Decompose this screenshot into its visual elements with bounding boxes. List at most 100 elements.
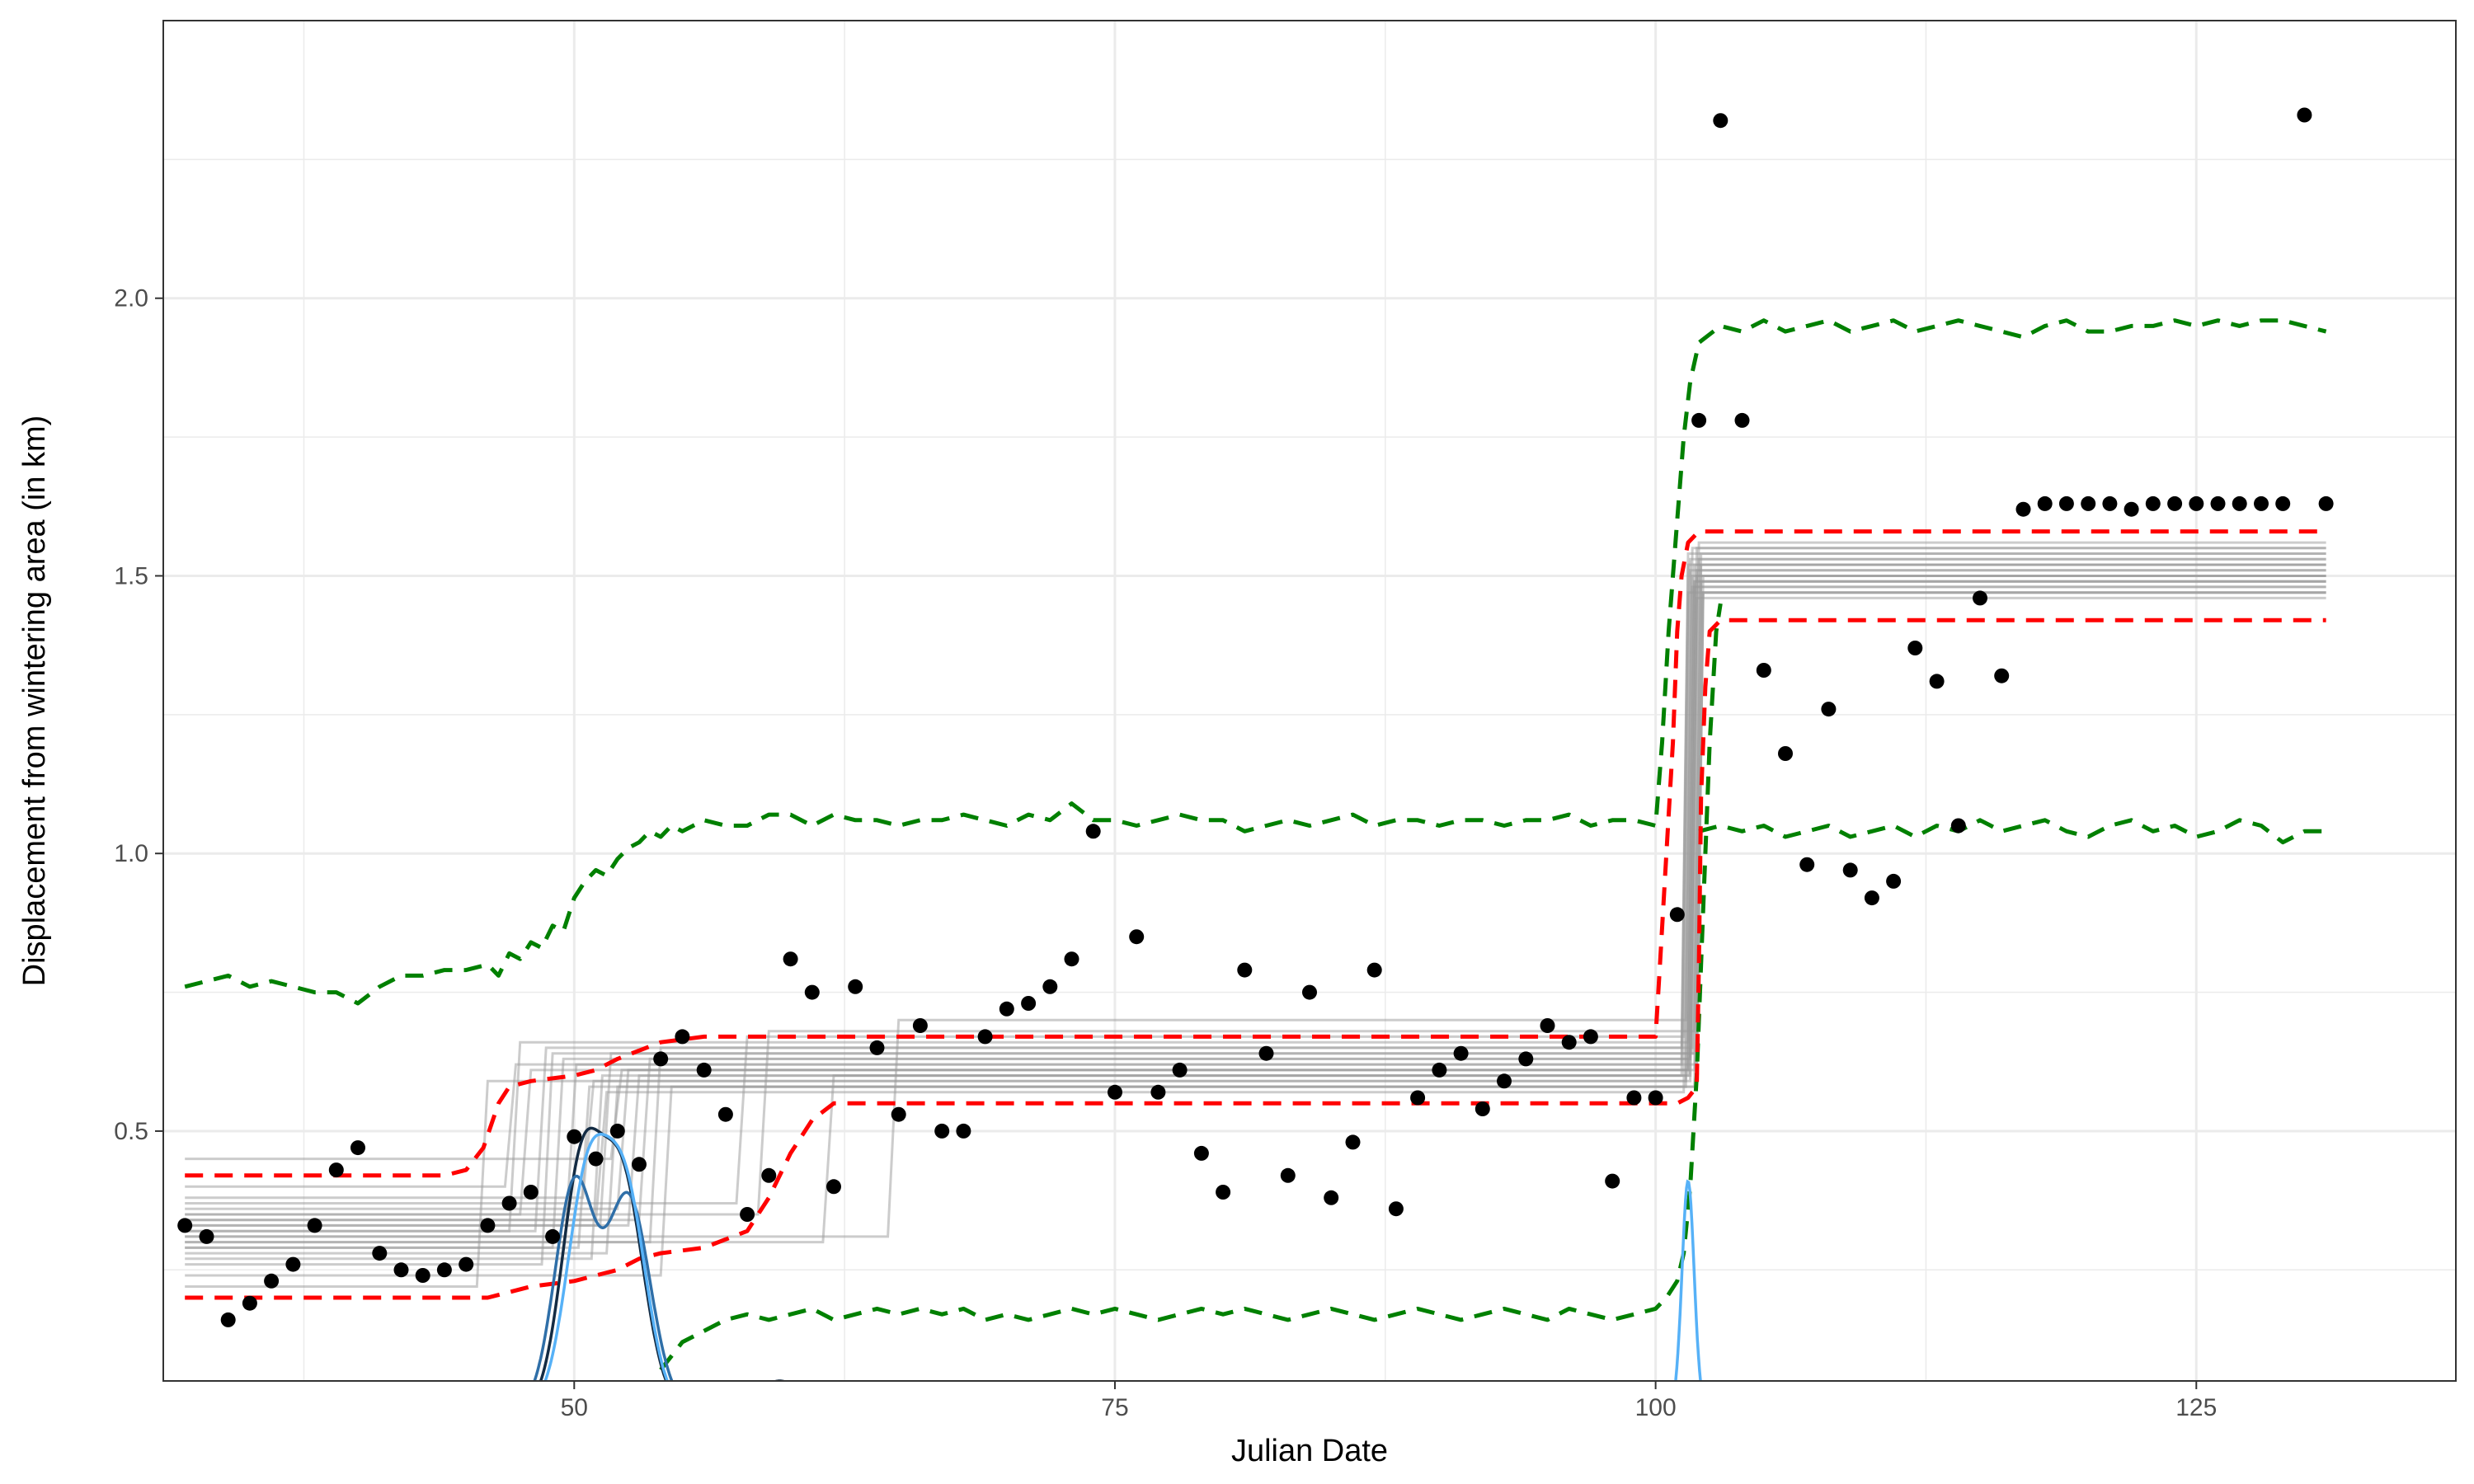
data-point bbox=[934, 1123, 950, 1139]
data-point bbox=[1778, 746, 1793, 761]
data-point bbox=[415, 1268, 430, 1283]
data-point bbox=[740, 1207, 755, 1222]
data-point bbox=[1605, 1173, 1620, 1189]
y-tick-label: 1.5 bbox=[114, 562, 148, 589]
data-point bbox=[804, 984, 820, 1000]
observed-points bbox=[177, 107, 2334, 1327]
data-point bbox=[1475, 1101, 1490, 1116]
data-point bbox=[285, 1256, 301, 1272]
data-point bbox=[1713, 113, 1729, 129]
data-point bbox=[372, 1246, 388, 1261]
step-line bbox=[185, 569, 2326, 1288]
grid-lines bbox=[163, 21, 2456, 1381]
credible-bands bbox=[184, 318, 2327, 1372]
data-point bbox=[2037, 495, 2053, 511]
x-tick-label: 100 bbox=[1635, 1394, 1677, 1421]
data-point bbox=[1734, 412, 1750, 428]
density-curve-dark bbox=[539, 1126, 788, 1381]
data-point bbox=[696, 1062, 712, 1078]
data-point bbox=[761, 1167, 777, 1183]
data-point bbox=[2015, 501, 2031, 517]
data-point bbox=[1907, 641, 1923, 655]
data-point bbox=[1648, 1090, 1663, 1106]
plot-panel bbox=[163, 21, 2456, 1381]
data-point bbox=[2145, 495, 2161, 511]
data-point bbox=[523, 1185, 539, 1200]
data-point bbox=[393, 1262, 409, 1278]
step-line bbox=[185, 541, 2326, 1227]
y-axis-title: Displacement from wintering area (in km) bbox=[17, 416, 52, 987]
data-point bbox=[1042, 979, 1058, 994]
data-point bbox=[1756, 663, 1771, 678]
data-point bbox=[2102, 495, 2118, 511]
data-point bbox=[1150, 1084, 1166, 1100]
data-point bbox=[1583, 1029, 1598, 1045]
data-point bbox=[891, 1106, 906, 1122]
data-point bbox=[2124, 501, 2139, 517]
data-point bbox=[588, 1151, 604, 1167]
data-point bbox=[826, 1179, 841, 1195]
data-point bbox=[1302, 984, 1317, 1000]
data-point bbox=[1540, 1018, 1555, 1033]
data-point bbox=[2318, 495, 2334, 511]
data-point bbox=[1950, 818, 1966, 834]
data-point bbox=[1216, 1185, 1231, 1200]
data-point bbox=[2058, 495, 2074, 511]
data-point bbox=[545, 1228, 561, 1244]
data-point bbox=[977, 1029, 993, 1045]
data-point bbox=[1691, 412, 1707, 428]
data-point bbox=[1064, 951, 1079, 967]
data-point bbox=[459, 1256, 474, 1272]
data-point bbox=[1453, 1045, 1469, 1061]
data-point bbox=[567, 1129, 582, 1144]
data-point bbox=[1129, 929, 1145, 945]
step-line bbox=[185, 580, 2326, 1216]
data-point bbox=[848, 979, 863, 994]
step-line bbox=[185, 547, 2326, 1238]
data-point bbox=[1432, 1062, 1447, 1078]
panel-border bbox=[162, 20, 2457, 1382]
changepoint-densities bbox=[533, 1126, 1702, 1381]
step-lines bbox=[185, 541, 2326, 1288]
data-point bbox=[2210, 495, 2226, 511]
data-point bbox=[2189, 495, 2204, 511]
data-point bbox=[2232, 495, 2247, 511]
data-point bbox=[2167, 495, 2183, 511]
data-point bbox=[632, 1157, 647, 1172]
data-point bbox=[1366, 962, 1382, 978]
outer-band-lower-right bbox=[1698, 818, 2326, 845]
data-point bbox=[328, 1162, 344, 1178]
outer-band-upper bbox=[184, 318, 2327, 1006]
data-point bbox=[1821, 702, 1837, 717]
data-point bbox=[1345, 1134, 1361, 1150]
data-point bbox=[1886, 873, 1902, 889]
step-line bbox=[185, 552, 2326, 1233]
axes: 50 75 100 125 0.5 1.0 1.5 2.0 bbox=[114, 285, 2217, 1421]
data-point bbox=[177, 1218, 193, 1233]
data-point bbox=[717, 1106, 733, 1122]
data-point bbox=[1172, 1062, 1188, 1078]
step-line bbox=[185, 591, 2326, 1249]
x-axis-title: Julian Date bbox=[1231, 1434, 1388, 1468]
data-point bbox=[1626, 1090, 1642, 1106]
outer-band-lower bbox=[659, 603, 1723, 1372]
data-point bbox=[1085, 824, 1101, 839]
data-point bbox=[307, 1218, 322, 1233]
data-point bbox=[2297, 107, 2312, 123]
data-point bbox=[1258, 1045, 1274, 1061]
inner-band-lower bbox=[185, 618, 2326, 1300]
data-point bbox=[350, 1140, 365, 1156]
data-point bbox=[1280, 1167, 1296, 1183]
data-point bbox=[609, 1123, 625, 1139]
data-point bbox=[1193, 1145, 1209, 1161]
data-point bbox=[1561, 1035, 1577, 1050]
data-point bbox=[869, 1040, 885, 1055]
data-point bbox=[199, 1228, 214, 1244]
data-point bbox=[1864, 890, 1879, 906]
data-point bbox=[1518, 1051, 1534, 1067]
data-point bbox=[480, 1218, 496, 1233]
data-point bbox=[1324, 1190, 1339, 1205]
y-tick-label: 0.5 bbox=[114, 1118, 148, 1145]
x-tick-label: 125 bbox=[2175, 1394, 2217, 1421]
